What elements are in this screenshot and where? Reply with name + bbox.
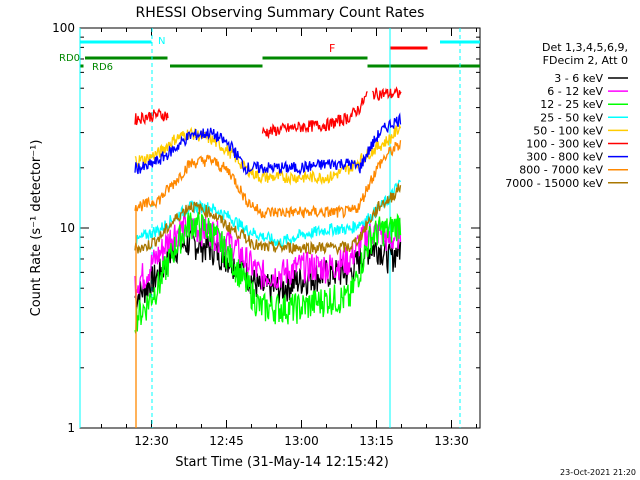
y-tick-label: 1 <box>67 421 75 435</box>
x-axis-label: Start Time (31-May-14 12:15:42) <box>175 455 389 470</box>
legend-label: 3 - 6 keV <box>554 72 603 85</box>
series-line-5-seg-2 <box>371 86 402 101</box>
flag-label-f: F <box>329 42 335 55</box>
plot-frame <box>79 27 481 429</box>
legend-label: 12 - 25 keV <box>540 98 603 111</box>
series-line-5-seg-0 <box>134 107 169 126</box>
x-tick-label: 13:15 <box>359 434 394 448</box>
chart-title: RHESSI Observing Summary Count Rates <box>136 5 425 21</box>
legend-label: 50 - 100 keV <box>533 124 603 137</box>
legend-label: 25 - 50 keV <box>540 111 603 124</box>
date-stamp: 23-Oct-2021 21:20 <box>560 468 636 477</box>
series-line-8-seg-0 <box>134 183 402 256</box>
series-line-4-seg-0 <box>134 123 402 186</box>
x-tick-label: 12:45 <box>209 434 244 448</box>
legend-label: 800 - 7000 keV <box>519 164 603 177</box>
y-axis-label: Count Rate (s⁻¹ detector⁻¹) <box>29 140 44 317</box>
series-line-7-seg-0 <box>134 140 402 219</box>
series-line-2-seg-0 <box>134 211 402 334</box>
flag-label-rd0: RD0 <box>59 53 80 64</box>
x-tick-label: 12:30 <box>134 434 169 448</box>
flag-label-rd6: RD6 <box>92 62 113 73</box>
flag-label-n: N <box>158 36 165 47</box>
legend-header-line-1: Det 1,3,4,5,6,9, <box>542 41 628 54</box>
legend-label: 7000 - 15000 keV <box>505 177 603 190</box>
legend-header-line-2: FDecim 2, Att 0 <box>543 54 628 67</box>
series-line-5-seg-1 <box>261 91 368 140</box>
y-tick-label: 100 <box>52 21 75 35</box>
x-tick-label: 13:30 <box>434 434 469 448</box>
legend-label: 100 - 300 keV <box>526 138 603 151</box>
x-tick-label: 13:00 <box>284 434 319 448</box>
y-tick-label: 10 <box>60 221 75 235</box>
series-line-3-seg-0 <box>134 179 402 248</box>
legend-label: 6 - 12 keV <box>547 85 603 98</box>
series-line-6-seg-0 <box>134 112 402 177</box>
legend-label: 300 - 800 keV <box>526 151 603 164</box>
